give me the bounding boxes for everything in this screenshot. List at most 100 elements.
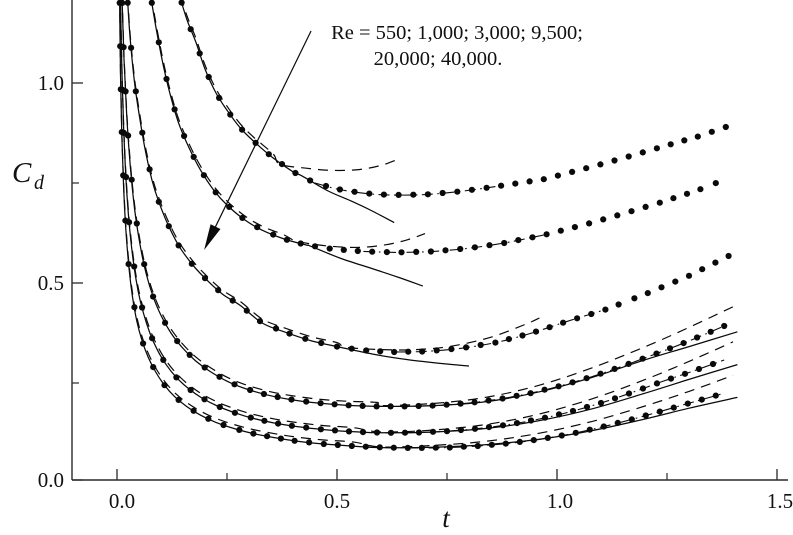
- data-dot: [288, 396, 295, 403]
- series-re-3000-dots: [124, 0, 732, 356]
- data-dot: [387, 429, 395, 436]
- data-dot: [569, 407, 577, 415]
- data-dot: [615, 301, 622, 308]
- data-dot: [722, 123, 729, 131]
- data-dot: [261, 417, 268, 424]
- data-dot: [611, 395, 619, 402]
- data-dot: [216, 94, 223, 101]
- series-re-550-dots: [178, 0, 729, 198]
- data-dot: [625, 153, 632, 160]
- data-dot: [181, 132, 188, 140]
- data-dot: [684, 400, 691, 407]
- data-dot: [569, 379, 576, 386]
- data-dot: [439, 189, 446, 197]
- data-dot: [602, 306, 609, 313]
- data-dot: [526, 178, 533, 185]
- data-dot: [292, 169, 299, 177]
- data-dot: [320, 440, 327, 448]
- series-re-40000: [116, 0, 738, 451]
- data-dot: [546, 324, 553, 331]
- data-dot: [118, 129, 125, 136]
- data-dot: [443, 428, 451, 435]
- data-dot: [201, 275, 209, 282]
- y-tick-label-1.0: 1.0: [38, 71, 64, 95]
- data-dot: [683, 190, 691, 197]
- data-dot: [712, 259, 719, 266]
- data-dot: [560, 319, 567, 326]
- chart-layer: [116, 0, 738, 451]
- data-dot: [117, 86, 124, 93]
- data-dot: [124, 0, 131, 6]
- data-dot: [572, 429, 579, 436]
- data-dot: [201, 396, 208, 403]
- data-dot: [485, 424, 493, 431]
- annotation-arrow-line: [214, 30, 312, 229]
- data-dot: [527, 390, 534, 397]
- data-dot: [125, 261, 132, 268]
- data-dot: [625, 360, 632, 367]
- data-dot: [216, 373, 223, 380]
- data-dot: [297, 240, 304, 247]
- series-re-9500: [119, 0, 738, 410]
- data-dot: [247, 386, 254, 394]
- data-dot: [413, 248, 420, 255]
- data-dot: [401, 429, 409, 436]
- data-dot: [488, 441, 495, 448]
- data-dot: [171, 106, 178, 113]
- data-dot: [483, 184, 490, 191]
- data-dot: [530, 437, 537, 444]
- data-dot: [443, 401, 450, 408]
- data-dot: [139, 129, 146, 136]
- data-dot: [429, 402, 436, 409]
- data-dot: [260, 390, 267, 398]
- data-dot: [274, 393, 281, 401]
- data-dot: [369, 248, 376, 255]
- data-dot: [680, 340, 687, 347]
- data-dot: [331, 427, 339, 434]
- data-dot: [345, 428, 353, 435]
- data-dot: [672, 278, 679, 285]
- axes: [71, 0, 788, 481]
- data-dot: [498, 182, 505, 189]
- x-tick-label-1.0: 1.0: [547, 489, 573, 513]
- data-dot: [264, 433, 271, 440]
- series-re-40000-dots: [116, 0, 719, 451]
- data-dot: [383, 249, 390, 256]
- data-dot: [390, 444, 397, 451]
- data-dot: [614, 419, 621, 426]
- data-dot: [395, 191, 402, 198]
- data-dot: [120, 172, 127, 179]
- data-dot: [653, 380, 661, 387]
- data-dot: [474, 442, 481, 450]
- series-re-3000-dashed-line: [127, 0, 540, 351]
- data-dot: [363, 347, 370, 354]
- data-dot: [681, 137, 688, 144]
- data-dot: [415, 429, 423, 436]
- annotation-line-2: 20,000; 40,000.: [374, 48, 503, 70]
- data-dot: [239, 214, 246, 221]
- data-dot: [614, 212, 621, 219]
- data-dot: [499, 422, 507, 429]
- data-dot: [196, 50, 203, 57]
- y-tick-label-0.0: 0.0: [38, 468, 64, 492]
- data-dot: [519, 332, 526, 339]
- data-dot: [187, 386, 194, 394]
- annotation: Re = 550; 1,000; 3,000; 9,500; 20,000; 4…: [331, 22, 583, 70]
- data-dot: [541, 386, 548, 393]
- data-dot: [557, 227, 564, 234]
- data-dot: [516, 438, 523, 445]
- x-tick-label-0.0: 0.0: [109, 489, 135, 513]
- data-dot: [685, 272, 693, 279]
- data-dot: [380, 191, 387, 198]
- data-dot: [410, 191, 417, 198]
- data-dot: [558, 432, 565, 439]
- data-dot: [433, 347, 440, 354]
- data-dot: [116, 0, 123, 6]
- data-dot: [373, 403, 380, 410]
- data-dot: [419, 348, 426, 355]
- data-dot: [336, 186, 343, 193]
- data-dot: [359, 429, 367, 436]
- data-dot: [354, 247, 361, 255]
- series-re-1000-dots: [148, 0, 719, 256]
